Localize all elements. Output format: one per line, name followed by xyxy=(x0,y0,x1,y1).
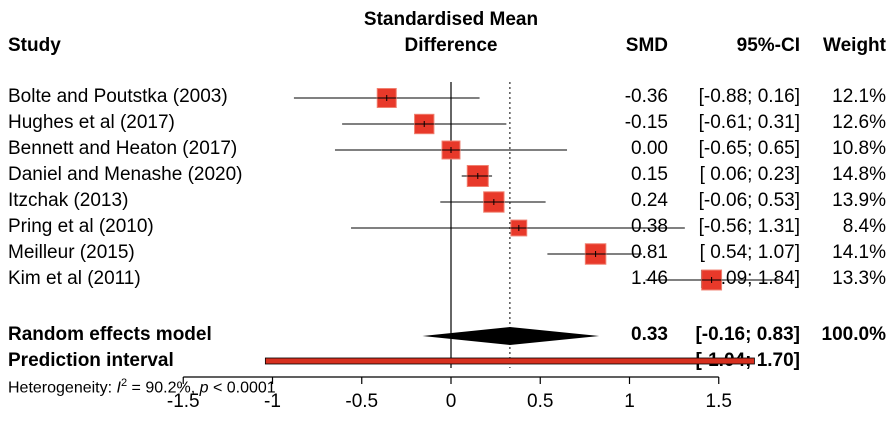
weight-header: Weight xyxy=(823,35,886,56)
i2-symbol: I xyxy=(116,379,121,397)
x-axis-tick-label: 1 xyxy=(624,391,635,412)
i2-value: = 90.2%, xyxy=(127,379,200,397)
smd-header: SMD xyxy=(625,35,668,56)
study-header: Study xyxy=(8,35,61,56)
study-name: Pring et al (2010) xyxy=(8,216,154,237)
heterogeneity-note: Heterogeneity: I2 = 90.2%, p < 0.0001 xyxy=(8,377,276,397)
study-smd: 1.46 xyxy=(631,268,668,289)
study-weight: 14.8% xyxy=(832,164,886,185)
x-axis-tick-label: 1.5 xyxy=(706,391,732,412)
study-name: Kim et al (2011) xyxy=(8,268,141,289)
p-value: < 0.0001 xyxy=(208,379,276,397)
study-smd: 0.81 xyxy=(631,242,668,263)
study-name: Daniel and Menashe (2020) xyxy=(8,164,243,185)
p-symbol: p xyxy=(199,379,209,397)
study-name: Meilleur (2015) xyxy=(8,242,135,263)
study-ci: [ 0.06; 0.23] xyxy=(699,164,800,185)
study-weight: 10.8% xyxy=(832,138,886,159)
study-weight: 12.1% xyxy=(832,86,886,107)
study-name: Bolte and Poutstka (2003) xyxy=(8,86,228,107)
study-weight: 13.3% xyxy=(832,268,886,289)
ci-header: 95%-CI xyxy=(736,35,800,56)
study-ci: [-0.88; 0.16] xyxy=(698,86,800,107)
study-ci: [ 0.54; 1.07] xyxy=(699,242,800,263)
study-ci: [-0.06; 0.53] xyxy=(698,190,800,211)
study-smd: 0.24 xyxy=(631,190,668,211)
random-effects-weight: 100.0% xyxy=(821,324,886,345)
study-name: Hughes et al (2017) xyxy=(8,112,175,133)
study-name: Itzchak (2013) xyxy=(8,190,129,211)
heterogeneity-prefix: Heterogeneity: xyxy=(8,379,117,397)
study-smd: 0.15 xyxy=(631,164,668,185)
study-weight: 8.4% xyxy=(842,216,886,237)
study-weight: 12.6% xyxy=(832,112,886,133)
study-ci: [-0.61; 0.31] xyxy=(698,112,800,133)
x-axis-tick-label: 0 xyxy=(446,391,457,412)
study-weight: 14.1% xyxy=(832,242,886,263)
study-ci: [ 1.09; 1.84] xyxy=(699,268,800,289)
random-effects-label: Random effects model xyxy=(8,324,212,345)
random-effects-ci: [-0.16; 0.83] xyxy=(695,324,800,345)
study-ci: [-0.56; 1.31] xyxy=(698,216,800,237)
x-axis-tick-label: -0.5 xyxy=(345,391,378,412)
study-smd: 0.38 xyxy=(631,216,668,237)
study-smd: 0.00 xyxy=(631,138,668,159)
i2-superscript: 2 xyxy=(120,377,128,389)
prediction-interval-label: Prediction interval xyxy=(8,350,174,371)
random-effects-diamond xyxy=(422,327,600,345)
x-axis-tick-label: -1 xyxy=(264,391,281,412)
study-smd: -0.15 xyxy=(624,112,668,133)
x-axis-tick-label: 0.5 xyxy=(527,391,553,412)
study-name: Bennett and Heaton (2017) xyxy=(8,138,238,159)
study-smd: -0.36 xyxy=(624,86,668,107)
random-effects-smd: 0.33 xyxy=(631,324,668,345)
x-axis-tick-label: -1.5 xyxy=(167,391,200,412)
effect-header-line2: Difference xyxy=(404,35,498,56)
study-ci: [-0.65; 0.65] xyxy=(698,138,800,159)
prediction-interval-bar xyxy=(264,357,755,365)
effect-header-line1: Standardised Mean xyxy=(363,9,539,30)
study-weight: 13.9% xyxy=(832,190,886,211)
